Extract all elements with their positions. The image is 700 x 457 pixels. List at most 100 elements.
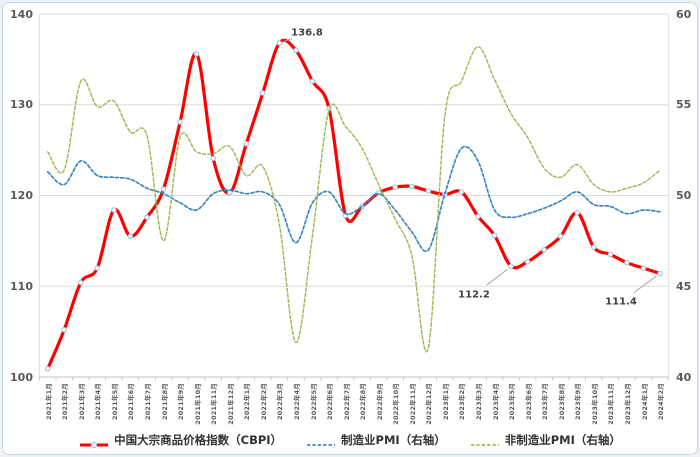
x-axis-tick-label: 2022年9月 bbox=[375, 383, 384, 421]
data-point-marker bbox=[94, 265, 101, 271]
data-point-marker bbox=[260, 90, 266, 96]
annotation-leader-line bbox=[486, 268, 508, 286]
x-axis-tick-label: 2021年6月 bbox=[127, 383, 136, 421]
legend-label-non-manufacturing-pmi: 非制造业PMI（右轴） bbox=[504, 433, 621, 447]
data-point-marker bbox=[177, 119, 183, 125]
data-point-marker bbox=[574, 209, 581, 216]
series-line-2 bbox=[46, 45, 661, 353]
y-axis-left-tick-label: 130 bbox=[10, 98, 33, 112]
x-axis-tick-label: 2022年11月 bbox=[408, 383, 417, 425]
legend: 中国大宗商品价格指数（CBPI） 制造业PMI（右轴） 非制造业PMI（右轴） bbox=[0, 431, 700, 449]
data-point-marker bbox=[61, 327, 67, 333]
legend-item-cbpi: 中国大宗商品价格指数（CBPI） bbox=[79, 432, 283, 449]
y-axis-right-tick-label: 55 bbox=[676, 98, 692, 112]
x-axis-tick-label: 2021年2月 bbox=[61, 383, 70, 421]
x-axis-tick-label: 2024年1月 bbox=[640, 383, 649, 421]
x-axis-tick-label: 2021年5月 bbox=[110, 383, 119, 421]
data-point-marker bbox=[425, 188, 432, 194]
x-axis-tick-label: 2021年7月 bbox=[144, 383, 152, 421]
x-axis-tick-label: 2021年12月 bbox=[226, 383, 235, 425]
x-axis-tick-label: 2023年1月 bbox=[441, 383, 450, 421]
data-point-marker bbox=[392, 184, 398, 191]
y-axis-left-tick-label: 100 bbox=[10, 370, 33, 384]
x-axis-tick-label: 2022年1月 bbox=[243, 383, 252, 421]
y-axis-right-tick-label: 40 bbox=[676, 370, 692, 384]
x-axis-tick-label: 2021年8月 bbox=[160, 383, 169, 421]
x-axis-tick-label: 2023年10月 bbox=[590, 383, 599, 425]
x-axis-tick-label: 2022年2月 bbox=[259, 383, 268, 421]
data-point-marker bbox=[591, 244, 597, 250]
data-point-marker bbox=[640, 265, 647, 271]
x-axis-tick-label: 2021年10月 bbox=[193, 383, 202, 425]
y-axis-right-tick-label: 60 bbox=[676, 7, 692, 21]
series-line-1 bbox=[46, 145, 661, 253]
y-axis-left-tick-label: 120 bbox=[10, 189, 33, 202]
series-line-0 bbox=[46, 38, 662, 371]
x-axis-tick-label: 2023年6月 bbox=[524, 383, 533, 421]
x-axis-tick-label: 2021年1月 bbox=[44, 383, 53, 421]
data-point-marker bbox=[127, 233, 134, 240]
data-point-marker bbox=[226, 190, 233, 196]
data-point-marker bbox=[210, 155, 216, 162]
data-point-marker bbox=[657, 270, 663, 277]
data-point-marker bbox=[624, 259, 630, 266]
x-axis-tick-label: 2023年2月 bbox=[458, 383, 467, 421]
data-point-marker bbox=[78, 279, 84, 286]
non-manufacturing-pmi-line-sample-icon bbox=[470, 435, 500, 446]
data-point-marker bbox=[193, 51, 200, 57]
y-axis-right-tick-label: 45 bbox=[676, 279, 692, 293]
x-axis-tick-label: 2023年4月 bbox=[491, 383, 500, 421]
data-point-marker bbox=[458, 189, 465, 195]
legend-label-manufacturing-pmi: 制造业PMI（右轴） bbox=[341, 433, 446, 447]
x-axis-tick-label: 2022年5月 bbox=[309, 383, 318, 421]
x-axis-tick-label: 2021年4月 bbox=[94, 383, 103, 421]
data-point-marker bbox=[111, 207, 117, 213]
x-axis-tick-label: 2022年12月 bbox=[425, 383, 434, 425]
x-axis-tick-label: 2022年6月 bbox=[326, 383, 334, 421]
x-axis-tick-label: 2023年11月 bbox=[607, 383, 616, 425]
data-point-marker bbox=[541, 247, 547, 253]
x-axis-tick-label: 2023年9月 bbox=[574, 383, 583, 421]
data-label-136-8: 136.8 bbox=[291, 27, 323, 39]
x-axis-tick-label: 2022年4月 bbox=[292, 383, 301, 421]
x-axis-tick-label: 2023年12月 bbox=[623, 383, 632, 425]
data-point-marker bbox=[276, 40, 283, 46]
y-axis-left-tick-label: 110 bbox=[10, 279, 33, 293]
x-axis-tick-label: 2023年8月 bbox=[557, 383, 566, 421]
data-label-112-2: 112.2 bbox=[458, 289, 490, 301]
cbpi-line-sample-icon bbox=[79, 435, 109, 449]
x-axis-tick-label: 2021年9月 bbox=[177, 383, 186, 421]
data-point-marker bbox=[243, 141, 250, 147]
manufacturing-pmi-line-sample-icon bbox=[306, 435, 336, 446]
legend-item-manufacturing-pmi: 制造业PMI（右轴） bbox=[306, 432, 446, 448]
annotation-leader-line bbox=[633, 275, 657, 294]
data-point-marker bbox=[557, 233, 564, 240]
x-axis-tick-label: 2021年3月 bbox=[77, 383, 86, 421]
data-point-marker bbox=[607, 251, 614, 258]
annotation-leader-line bbox=[283, 38, 293, 42]
x-axis-tick-label: 2023年3月 bbox=[475, 383, 483, 421]
x-axis-tick-label: 2022年10月 bbox=[392, 383, 401, 425]
data-point-marker bbox=[144, 214, 150, 221]
legend-item-non-manufacturing-pmi: 非制造业PMI（右轴） bbox=[470, 432, 621, 448]
data-point-marker bbox=[508, 263, 514, 270]
legend-label-cbpi: 中国大宗商品价格指数（CBPI） bbox=[114, 433, 283, 447]
data-point-marker bbox=[475, 213, 481, 220]
data-point-marker bbox=[409, 183, 415, 190]
data-label-111-4: 111.4 bbox=[605, 296, 637, 308]
x-axis-tick-label: 2021年11月 bbox=[210, 383, 219, 425]
y-axis-left-tick-label: 140 bbox=[10, 7, 33, 21]
data-point-marker bbox=[44, 366, 51, 372]
data-point-marker bbox=[160, 186, 167, 192]
data-point-marker bbox=[491, 232, 498, 239]
x-axis-tick-label: 2022年7月 bbox=[342, 383, 351, 421]
data-point-marker bbox=[524, 258, 531, 265]
y-axis-right-tick-label: 50 bbox=[676, 189, 692, 202]
data-point-marker bbox=[309, 78, 316, 84]
x-axis-tick-label: 2022年8月 bbox=[359, 383, 368, 421]
data-point-marker bbox=[293, 47, 299, 54]
x-axis-tick-label: 2024年2月 bbox=[657, 383, 665, 421]
